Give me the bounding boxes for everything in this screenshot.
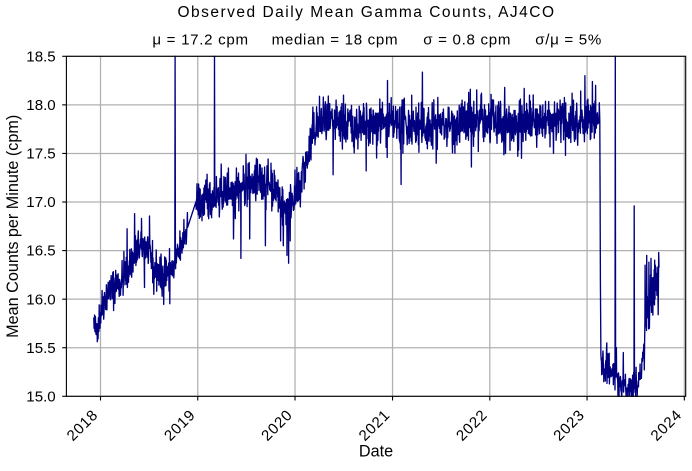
- svg-text:Date: Date: [359, 443, 393, 461]
- svg-text:16.5: 16.5: [26, 243, 55, 260]
- svg-text:σ/μ = 5%: σ/μ = 5%: [535, 31, 602, 48]
- svg-text:μ = 17.2 cpm: μ = 17.2 cpm: [152, 31, 248, 48]
- svg-text:17.5: 17.5: [26, 146, 55, 163]
- svg-text:σ = 0.8 cpm: σ = 0.8 cpm: [423, 31, 511, 48]
- svg-text:Observed Daily Mean Gamma Coun: Observed Daily Mean Gamma Counts, AJ4CO: [177, 4, 555, 21]
- svg-text:median = 18 cpm: median = 18 cpm: [272, 31, 399, 48]
- svg-text:18.0: 18.0: [26, 97, 55, 114]
- svg-text:16.0: 16.0: [26, 291, 55, 308]
- svg-text:18.5: 18.5: [26, 48, 55, 65]
- svg-text:Mean Counts per Minute (cpm): Mean Counts per Minute (cpm): [4, 115, 22, 338]
- svg-text:15.5: 15.5: [26, 340, 55, 357]
- svg-text:15.0: 15.0: [26, 388, 55, 405]
- svg-text:17.0: 17.0: [26, 194, 55, 211]
